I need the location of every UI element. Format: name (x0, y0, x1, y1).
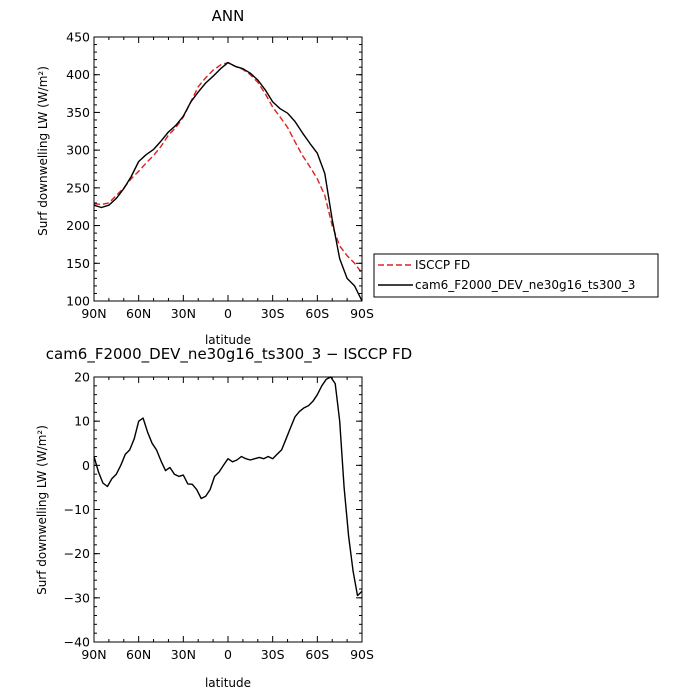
y-tick-label: 250 (66, 180, 90, 195)
x-axis-label: latitude (205, 333, 251, 347)
x-tick-label: 60S (305, 306, 329, 321)
x-tick-label: 0 (224, 306, 232, 321)
plot-frame (93, 376, 363, 643)
x-tick-label: 30S (261, 647, 285, 662)
y-tick-label: 300 (66, 143, 90, 158)
x-tick-label: 90N (81, 306, 106, 321)
x-tick-label: 30S (261, 306, 285, 321)
legend-label-model: cam6_F2000_DEV_ne30g16_ts300_3 (415, 278, 635, 292)
x-tick-label: 90N (81, 647, 106, 662)
y-tick-label: 0 (82, 458, 90, 473)
difference-panel: cam6_F2000_DEV_ne30g16_ts300_3 − ISCCP F… (35, 345, 412, 690)
plot-area: 90N 60N 30N 0 30S 60S 90S 100 150 200 250 300 350 400… (66, 30, 374, 322)
x-tick-label: 30N (171, 647, 196, 662)
y-tick-label: −20 (64, 546, 90, 561)
x-tick-label: 0 (224, 647, 232, 662)
x-axis-label: latitude (205, 676, 251, 690)
y-axis-label: Surf downwelling LW (W/m²) (35, 425, 49, 595)
x-tick-label: 90S (350, 647, 374, 662)
x-tick-label: 60N (126, 306, 151, 321)
y-tick-label: 10 (74, 414, 90, 429)
y-tick-label: 450 (66, 30, 90, 45)
y-tick-label: 20 (74, 370, 90, 385)
y-tick-label: 400 (66, 67, 90, 82)
panel-title: ANN (212, 7, 245, 25)
y-tick-label: −30 (64, 590, 90, 605)
series-line-difference (93, 376, 363, 597)
legend-label-isccp: ISCCP FD (415, 258, 470, 272)
legend-box (373, 253, 659, 298)
plot-area: 90N 60N 30N 0 30S 60S 90S −40 −30 −20 −10 0 10 20 (64, 370, 374, 663)
series-line-model (93, 61, 363, 302)
climatology-panel: ANN 90N 60N 30N 0 30S 60S 90S 100 150 200 250 300 35… (36, 7, 659, 347)
legend: ISCCP FD cam6_F2000_DEV_ne30g16_ts300_3 (373, 253, 659, 298)
x-tick-label: 30N (171, 306, 196, 321)
y-tick-label: −10 (64, 502, 90, 517)
x-tick-label: 90S (350, 306, 374, 321)
y-tick-label: −40 (64, 635, 90, 650)
series-line-isccp (93, 61, 363, 274)
x-tick-label: 60S (305, 647, 329, 662)
y-tick-label: 150 (66, 256, 90, 271)
y-tick-label: 200 (66, 218, 90, 233)
y-axis-label: Surf downwelling LW (W/m²) (36, 66, 50, 236)
panel-title: cam6_F2000_DEV_ne30g16_ts300_3 − ISCCP F… (46, 345, 412, 364)
y-tick-label: 100 (66, 294, 90, 309)
x-tick-label: 60N (126, 647, 151, 662)
y-tick-label: 350 (66, 105, 90, 120)
